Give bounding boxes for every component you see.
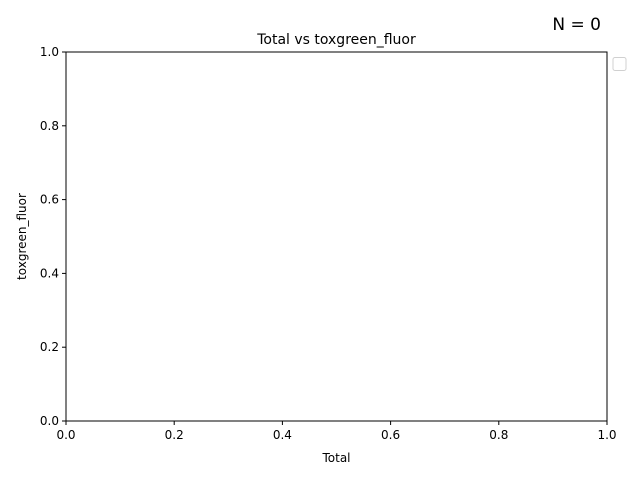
x-tick-label: 0.8 xyxy=(489,428,508,442)
y-tick-label: 0.6 xyxy=(40,193,59,207)
plot-area xyxy=(66,52,607,421)
x-tick-label: 0.6 xyxy=(381,428,400,442)
y-tick-label: 0.4 xyxy=(40,266,59,280)
x-axis-label: Total xyxy=(321,451,350,465)
x-tick-label: 0.4 xyxy=(273,428,292,442)
y-tick-label: 0.2 xyxy=(40,340,59,354)
y-tick-label: 0.8 xyxy=(40,119,59,133)
y-axis-label: toxgreen_fluor xyxy=(15,193,29,280)
ticks-layer: 0.0 0.2 0.4 0.6 0.8 1.0 0.0 0.2 0.4 0.6 0.8 1.0 xyxy=(40,45,617,442)
x-tick-label: 0.0 xyxy=(56,428,75,442)
legend-box xyxy=(612,57,627,71)
x-tick-label: 1.0 xyxy=(597,428,616,442)
axes-frame xyxy=(65,51,608,422)
y-tick-label: 1.0 xyxy=(40,45,59,59)
chart-title: Total vs toxgreen_fluor xyxy=(256,32,416,48)
x-tick-label: 0.2 xyxy=(165,428,184,442)
y-tick-label: 0.0 xyxy=(40,414,59,428)
count-annotation: N = 0 xyxy=(552,15,601,35)
